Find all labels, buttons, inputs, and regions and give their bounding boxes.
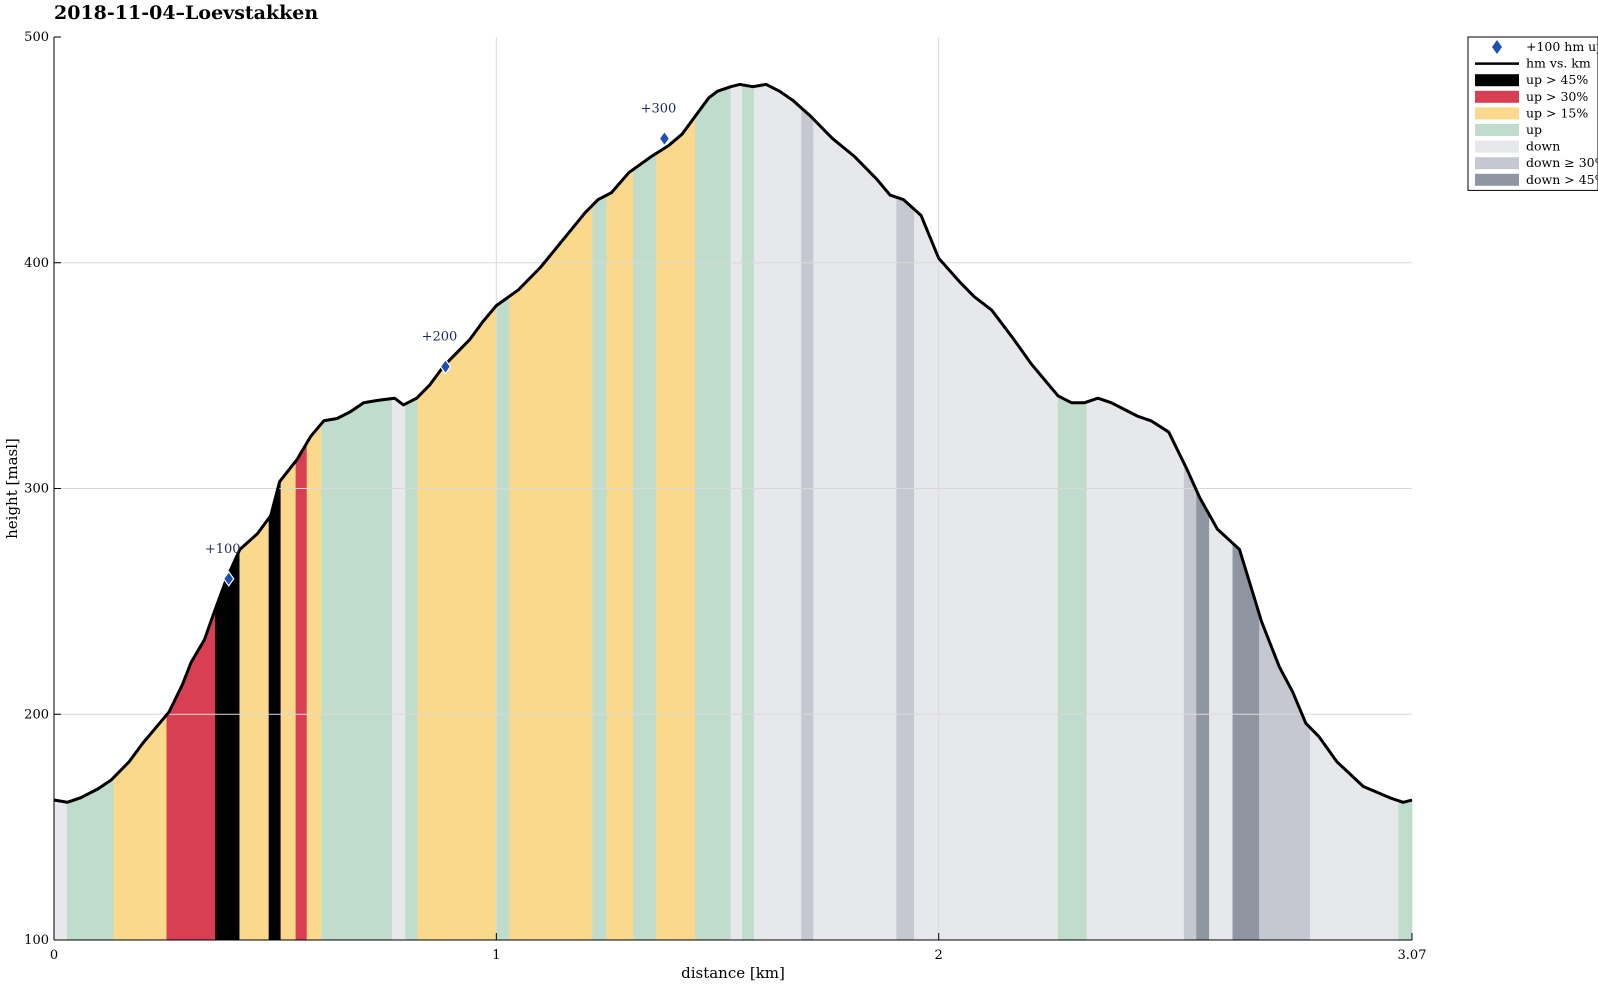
segment-up: [66, 776, 115, 941]
legend-label: down > 45%: [1526, 172, 1598, 187]
segment-up45: [215, 549, 241, 941]
segment-down: [730, 84, 743, 941]
legend-swatch: [1475, 173, 1519, 186]
segment-up: [1057, 395, 1088, 941]
segment-up15: [239, 517, 270, 941]
segment-up15: [306, 422, 322, 941]
y-tick-label: 400: [24, 256, 49, 271]
legend-label: +100 hm up: [1526, 39, 1598, 54]
segment-down: [392, 397, 406, 941]
y-tick-label: 300: [24, 482, 49, 497]
legend-swatch: [1475, 107, 1519, 120]
segment-down30: [1183, 463, 1197, 941]
legend-swatch: [1475, 74, 1519, 87]
hm-marker-label: +300: [641, 102, 677, 117]
segment-up: [592, 194, 608, 941]
x-tick-label: 3.07: [1398, 948, 1427, 963]
hm-marker-diamond: [439, 358, 452, 375]
segment-up: [633, 152, 657, 941]
hm-marker-label: +100: [205, 542, 241, 557]
y-tick-label: 100: [24, 933, 49, 948]
segment-down30: [801, 107, 814, 941]
y-tick-label: 200: [24, 707, 49, 722]
segment-up: [321, 398, 393, 941]
segment-up45: [268, 479, 282, 941]
segment-up: [405, 396, 418, 941]
segment-up30: [295, 441, 308, 941]
segment-down: [1209, 513, 1234, 941]
segment-up15: [509, 204, 594, 941]
segment-up15: [606, 168, 634, 941]
segment-down30: [896, 196, 915, 941]
segment-down45: [1196, 490, 1210, 941]
segment-up15: [656, 115, 696, 941]
legend-label: hm vs. km: [1526, 56, 1591, 71]
segment-up: [695, 86, 732, 941]
x-tick-label: 1: [492, 948, 500, 963]
hm-marker-diamond: [222, 570, 235, 587]
x-tick-label: 2: [935, 948, 943, 963]
legend-label: up: [1526, 122, 1542, 137]
segment-up15: [280, 459, 297, 941]
segment-down: [813, 118, 897, 941]
legend-swatch: [1475, 157, 1519, 170]
legend-label: up > 30%: [1526, 89, 1588, 104]
hm-marker-diamond: [658, 130, 671, 147]
legend-label: up > 45%: [1526, 72, 1588, 87]
grid: [54, 37, 1412, 940]
segment-up: [496, 295, 510, 941]
chart-title: 2018-11-04–Loevstakken: [54, 2, 319, 24]
legend-marker-icon: [1492, 40, 1502, 54]
segment-up: [741, 84, 755, 941]
legend-swatch: [1475, 90, 1519, 103]
x-axis-label: distance [km]: [681, 964, 785, 982]
segment-down: [1086, 397, 1185, 941]
legend-label: down: [1526, 139, 1560, 154]
elevation-line: [53, 82, 1413, 804]
segment-down: [53, 799, 68, 941]
slope-segments: [53, 84, 1413, 941]
y-axis-label: height [masl]: [3, 438, 21, 539]
legend-swatch: [1475, 140, 1519, 153]
hm-marker-label: +200: [422, 330, 458, 345]
segment-down: [753, 84, 802, 941]
legend-label: down ≥ 30%: [1526, 155, 1598, 170]
axes: 0 1 2 3.07 100 200 300 400 500 distance [km] heigh…: [3, 30, 1426, 982]
hm-markers: +100 +200 +300: [205, 102, 677, 587]
segment-up: [1398, 799, 1413, 941]
segment-up15: [417, 304, 497, 941]
legend-label: up > 15%: [1526, 105, 1588, 120]
x-tick-label: 0: [50, 948, 58, 963]
y-tick-label: 500: [24, 30, 49, 45]
elevation-line-layer: [53, 82, 1413, 804]
legend-swatch: [1475, 124, 1519, 136]
